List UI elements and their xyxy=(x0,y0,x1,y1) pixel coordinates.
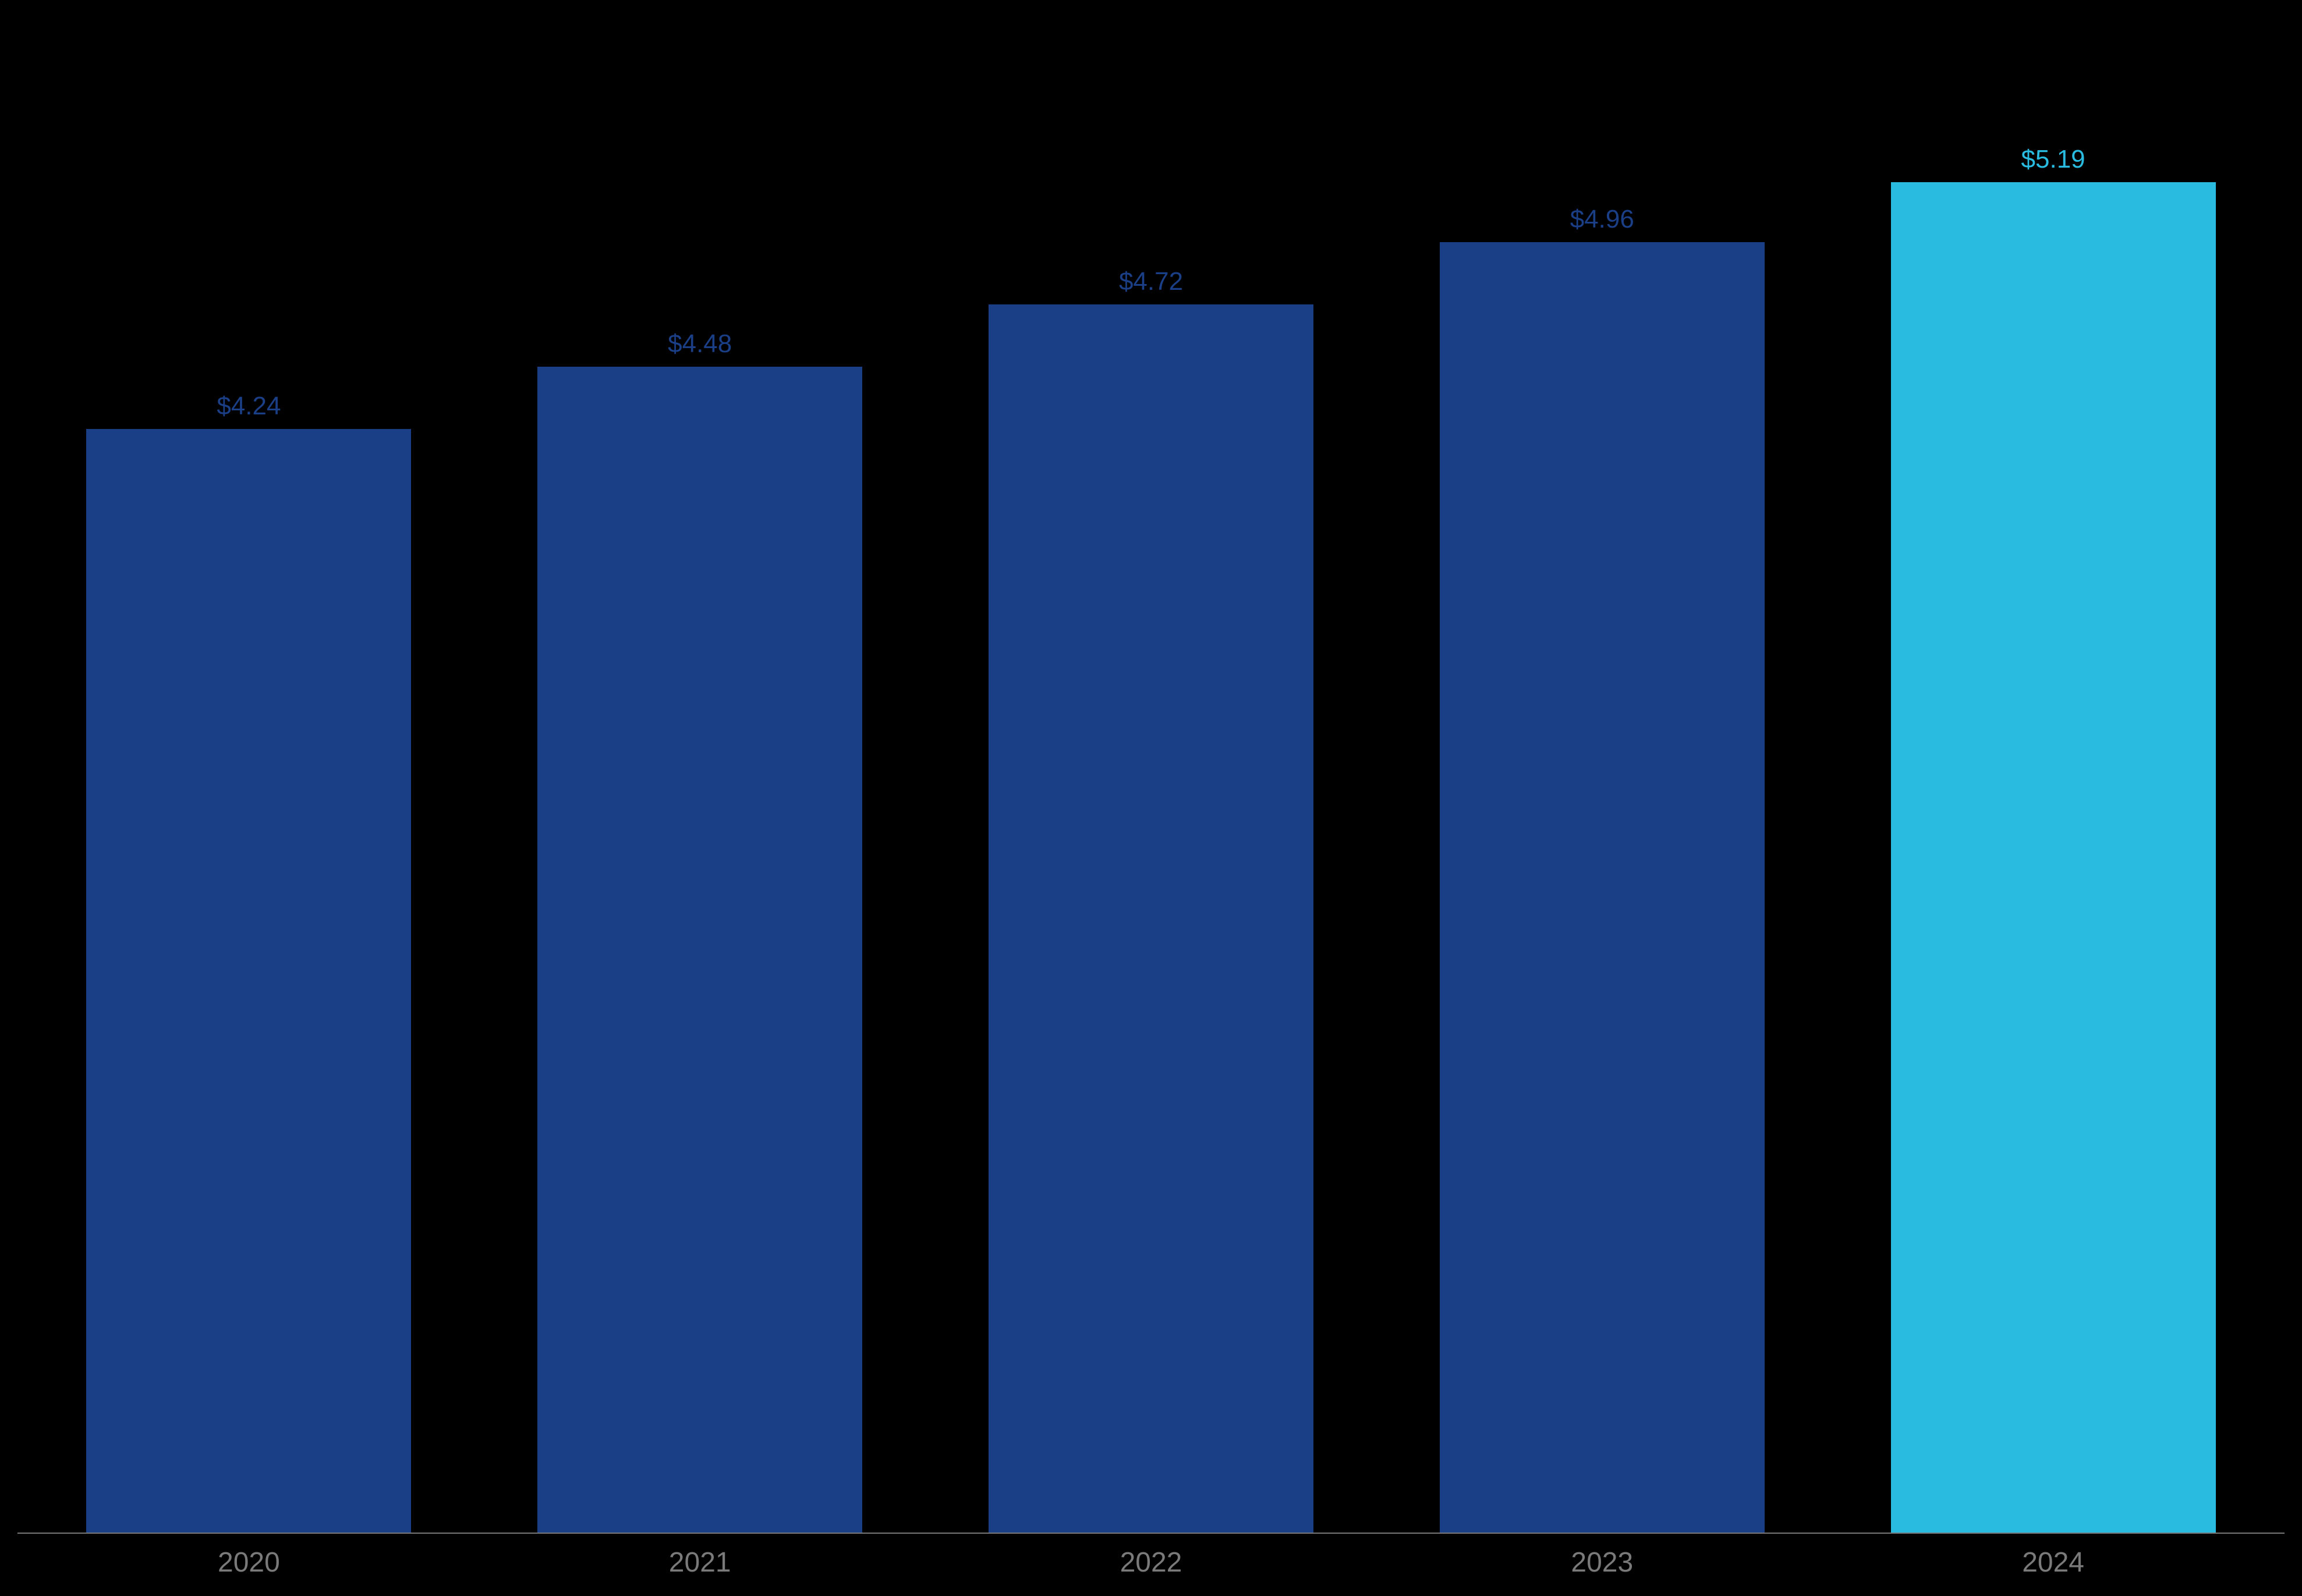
bar-rect xyxy=(1891,182,2216,1533)
bar-value-label: $4.72 xyxy=(1119,267,1183,296)
bar-value-label: $4.48 xyxy=(668,329,732,359)
bar-slot: $4.24 xyxy=(23,23,474,1533)
x-axis-label: 2023 xyxy=(1376,1547,1828,1579)
plot-area: $4.24 $4.48 $4.72 $4.96 $5.19 xyxy=(17,23,2285,1534)
bar-chart: $4.24$4.48$4.72$4.96$5.19 20202021202220… xyxy=(0,0,2302,1596)
bar-rect xyxy=(537,367,862,1533)
bar-rect xyxy=(1440,242,1765,1533)
bar-value-label: $5.19 xyxy=(2021,145,2085,174)
bar-slot: $5.19 xyxy=(1828,23,2279,1533)
x-axis-label: 2024 xyxy=(1828,1547,2279,1579)
bar-value-label: $4.96 xyxy=(1570,205,1634,234)
x-axis-label: 2021 xyxy=(474,1547,926,1579)
bar-slot: $4.96 xyxy=(1376,23,1828,1533)
x-axis: 20202021202220232024 xyxy=(17,1547,2285,1579)
bar-rect xyxy=(86,429,411,1533)
bar-slot: $4.72 xyxy=(926,23,1377,1533)
x-axis-label: 2020 xyxy=(23,1547,474,1579)
bar-slot: $4.48 xyxy=(474,23,926,1533)
bar-rect xyxy=(989,304,1313,1533)
x-axis-label: 2022 xyxy=(926,1547,1377,1579)
bar-value-label: $4.24 xyxy=(217,392,281,421)
